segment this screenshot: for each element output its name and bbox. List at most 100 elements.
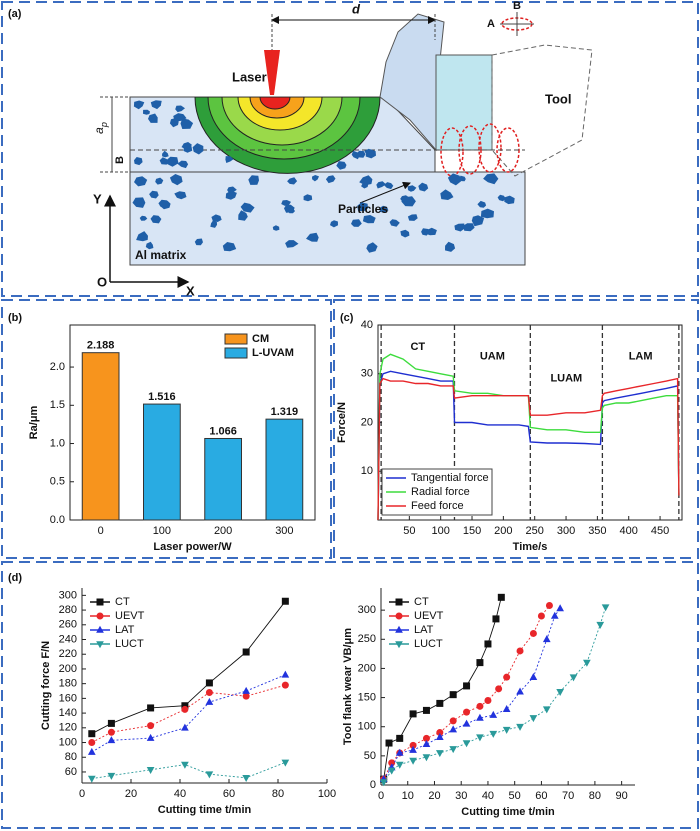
bar <box>204 437 242 521</box>
x-tick-label: 70 <box>562 790 574 802</box>
marker <box>181 702 189 710</box>
particle <box>175 105 185 113</box>
particle <box>459 175 466 182</box>
particle <box>225 156 234 163</box>
particle <box>407 214 418 221</box>
y-tick-label: 140 <box>59 707 77 719</box>
particle <box>376 181 386 189</box>
y-tick-label: 1.5 <box>50 399 65 411</box>
marker <box>462 740 471 748</box>
marker <box>205 771 214 779</box>
marker <box>107 736 116 744</box>
particle <box>336 161 347 170</box>
marker <box>436 699 444 707</box>
x-axis-label: Time/s <box>513 541 548 553</box>
marker <box>463 682 471 690</box>
particle <box>166 156 179 167</box>
x-tick-label: 200 <box>214 525 232 537</box>
particle <box>287 177 298 185</box>
marker <box>281 670 290 678</box>
particle <box>463 223 475 232</box>
legend-label: CM <box>252 333 269 345</box>
marker <box>569 674 578 682</box>
x-tick-label: 60 <box>223 788 235 800</box>
y-tick-label: 0.0 <box>50 514 65 526</box>
particle <box>400 195 410 202</box>
particle <box>272 225 280 231</box>
chip <box>379 13 445 152</box>
melt-pool <box>194 97 381 174</box>
marker <box>476 702 484 710</box>
marker <box>502 705 511 713</box>
marker <box>147 722 155 730</box>
particle <box>192 143 204 155</box>
x-tick-label: 50 <box>509 790 521 802</box>
axis-b-label: B <box>513 0 521 12</box>
ap-label: ap <box>92 122 109 134</box>
marker <box>205 697 214 705</box>
panel-frame <box>1 1 699 297</box>
laser-beam <box>264 50 280 95</box>
particle <box>159 157 170 165</box>
marker <box>395 748 404 756</box>
legend-label: LUCT <box>115 638 144 650</box>
x-tick-label: 20 <box>428 790 440 802</box>
marker <box>107 728 115 736</box>
marker <box>497 593 505 601</box>
series-line <box>377 377 680 521</box>
panel-frame <box>1 299 332 559</box>
legend-label: Radial force <box>411 486 470 498</box>
particle <box>445 241 456 252</box>
marker <box>556 604 564 612</box>
marker <box>395 625 403 633</box>
marker <box>529 629 537 637</box>
particle <box>132 197 146 208</box>
marker <box>516 687 524 695</box>
phase-label: LUAM <box>550 373 582 385</box>
marker <box>476 734 484 742</box>
marker <box>242 775 250 783</box>
marker <box>281 759 290 767</box>
y-tick-label: 2.0 <box>50 361 65 373</box>
marker <box>87 747 96 755</box>
marker <box>96 598 104 606</box>
marker <box>242 648 250 656</box>
series-line <box>377 370 680 521</box>
tool-label: Tool <box>545 91 571 106</box>
x-axis-label: Cutting time t/min <box>461 806 555 818</box>
marker <box>596 621 605 629</box>
y-tick-label: 50 <box>364 750 376 762</box>
marker <box>601 604 610 612</box>
y-tick-label: 240 <box>59 633 77 645</box>
particle <box>330 220 338 228</box>
particle <box>383 182 394 190</box>
legend-label: UEVT <box>115 610 145 622</box>
particle-pointer <box>359 181 411 204</box>
marker <box>503 673 511 681</box>
marker <box>395 612 403 620</box>
x-tick-label: 100 <box>432 525 450 537</box>
x-tick-label: 350 <box>588 525 606 537</box>
y-tick-label: 120 <box>59 722 77 734</box>
legend-swatch <box>224 347 248 359</box>
particle <box>351 219 362 227</box>
legend-label: LAT <box>414 624 434 636</box>
y-tick-label: 100 <box>59 736 77 748</box>
marker <box>281 597 289 605</box>
bar <box>143 403 181 521</box>
marker <box>435 750 444 758</box>
particle <box>155 177 164 185</box>
marker <box>181 705 189 713</box>
legend-label: CT <box>414 596 429 608</box>
y-tick-label: 20 <box>361 416 373 428</box>
particle <box>504 195 515 205</box>
y-tick-label: 60 <box>65 766 77 778</box>
series-line <box>91 684 286 743</box>
marker <box>542 706 551 714</box>
particle <box>177 160 189 169</box>
particles <box>132 100 515 253</box>
y-tick-label: 200 <box>59 663 77 675</box>
y-tick-label: 220 <box>59 648 77 660</box>
x-tick-label: 80 <box>589 790 601 802</box>
